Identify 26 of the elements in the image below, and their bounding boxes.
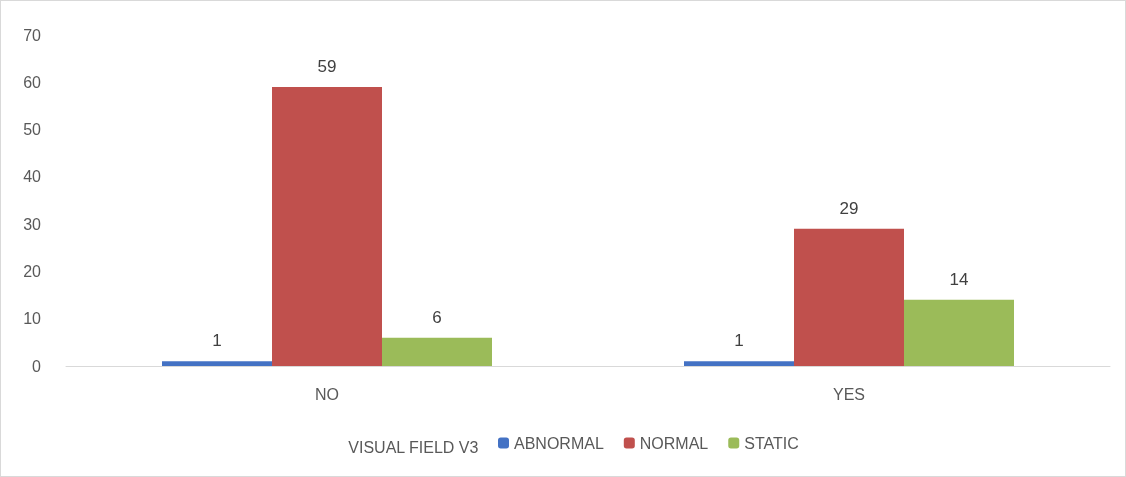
bar: [272, 87, 382, 366]
bar: [904, 299, 1014, 366]
legend-label: NORMAL: [639, 434, 709, 452]
data-label: 6: [432, 307, 442, 327]
y-tick-label: 0: [32, 357, 42, 375]
y-tick-label: 30: [23, 215, 42, 233]
data-label: 1: [212, 331, 222, 351]
data-label: 14: [949, 269, 969, 289]
legend-label: STATIC: [744, 434, 799, 452]
y-tick-label: 20: [23, 262, 42, 280]
legend-title: VISUAL FIELD V3: [348, 438, 479, 456]
data-label: 29: [839, 198, 859, 218]
y-tick-label: 40: [23, 168, 42, 186]
data-label: 1: [734, 331, 744, 351]
legend-label: ABNORMAL: [514, 434, 604, 452]
y-tick-label: 10: [23, 310, 42, 328]
y-tick-label: 70: [23, 26, 42, 44]
data-label: 59: [317, 57, 337, 77]
bar: [162, 361, 272, 366]
bar: [684, 361, 794, 366]
x-tick-label: NO: [315, 385, 339, 403]
x-tick-label: YES: [832, 385, 866, 403]
bar: [382, 337, 492, 366]
y-tick-label: 60: [23, 73, 42, 91]
y-tick-label: 50: [23, 121, 42, 139]
bar: [794, 228, 904, 366]
